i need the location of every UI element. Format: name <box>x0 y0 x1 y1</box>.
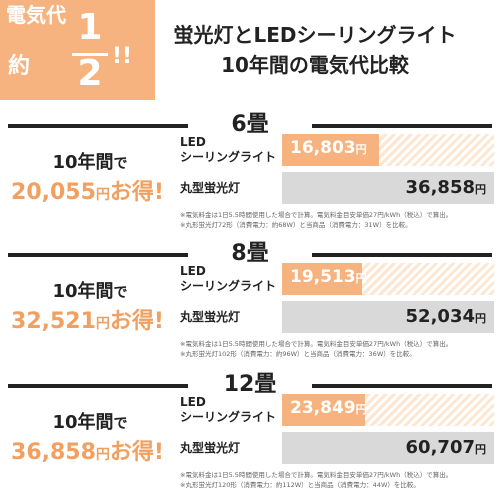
led-bar: 19,513円 <box>282 263 494 295</box>
fraction-numerator: 1 <box>77 7 103 48</box>
savings-amount: 20,055円お得! <box>11 180 164 205</box>
section-8jo: 8畳 10年間で 32,521円お得! LED シーリングライト 19,513円 … <box>0 241 500 366</box>
footnotes: ※電気料金は1日5.5時間使用した場合で計算。電気料金目安単価27円/kWh（税… <box>180 339 495 359</box>
fraction-bar <box>72 53 108 56</box>
fluorescent-label: 丸型蛍光灯 <box>180 181 241 195</box>
divider-left <box>8 253 188 257</box>
fluorescent-row: 丸型蛍光灯 52,034円 <box>176 299 494 335</box>
footnote-1: ※電気料金は1日5.5時間使用した場合で計算。電気料金目安単価27円/kWh（税… <box>180 471 453 479</box>
savings-callout: 10年間で 36,858円お得! <box>0 408 175 488</box>
divider-right <box>312 384 492 388</box>
savings-period: 10年間で <box>52 281 128 302</box>
led-cost: 16,803円 <box>290 138 367 158</box>
led-cost: 19,513円 <box>290 267 367 287</box>
footnote-1: ※電気料金は1日5.5時間使用した場合で計算。電気料金目安単価27円/kWh（税… <box>180 211 453 219</box>
fluorescent-cost: 52,034円 <box>405 306 486 327</box>
savings-period: 10年間で <box>52 152 128 173</box>
divider-left <box>8 124 188 128</box>
header: 電気代 約 1 2 !! 蛍光灯とLEDシーリングライト 10年間の電気代比較 <box>0 0 500 100</box>
section-title: 12畳 <box>223 372 277 397</box>
section-header: 6畳 <box>0 112 500 138</box>
led-label: LED シーリングライト <box>180 264 277 293</box>
led-bar: 16,803円 <box>282 134 494 166</box>
footnotes: ※電気料金は1日5.5時間使用した場合で計算。電気料金目安単価27円/kWh（税… <box>180 210 495 230</box>
fluorescent-label: 丸型蛍光灯 <box>180 441 241 455</box>
section-header: 8畳 <box>0 241 500 267</box>
section-title: 8畳 <box>231 241 269 266</box>
led-bar-fill <box>282 394 366 426</box>
led-cost: 23,849円 <box>290 398 367 418</box>
led-bar-fill <box>282 134 379 166</box>
led-bar: 23,849円 <box>282 394 494 426</box>
led-row: LED シーリングライト 23,849円 <box>176 392 494 428</box>
savings-badge: 電気代 約 1 2 !! <box>0 0 155 100</box>
savings-period: 10年間で <box>52 412 128 433</box>
fluorescent-bar: 52,034円 <box>282 301 494 333</box>
fluorescent-bar: 60,707円 <box>282 432 494 464</box>
fraction: 1 2 <box>70 8 110 94</box>
badge-exclamation: !! <box>112 44 133 69</box>
footnote-2: ※丸形蛍光灯120形（消費電力：約112W）と当商品（消費電力：44W）を比較。 <box>180 481 420 489</box>
title-line-2: 10年間の電気代比較 <box>221 53 409 77</box>
divider-left <box>8 384 188 388</box>
divider-right <box>312 124 492 128</box>
divider-right <box>312 253 492 257</box>
led-label: LED シーリングライト <box>180 395 277 424</box>
led-bar-fill <box>282 263 362 295</box>
fluorescent-label: 丸型蛍光灯 <box>180 310 241 324</box>
section-6jo: 6畳 10年間で 20,055円お得! LED シーリングライト 16,803円 … <box>0 112 500 237</box>
fluorescent-cost: 36,858円 <box>405 177 486 198</box>
section-title: 6畳 <box>231 112 269 137</box>
section-12jo: 12畳 10年間で 36,858円お得! LED シーリングライト 23,849円… <box>0 372 500 497</box>
fluorescent-row: 丸型蛍光灯 60,707円 <box>176 430 494 466</box>
footnotes: ※電気料金は1日5.5時間使用した場合で計算。電気料金目安単価27円/kWh（税… <box>180 470 495 490</box>
savings-callout: 10年間で 20,055円お得! <box>0 148 175 228</box>
led-row: LED シーリングライト 19,513円 <box>176 261 494 297</box>
led-label: LED シーリングライト <box>180 135 277 164</box>
footnote-2: ※丸形蛍光灯72形（消費電力：約68W）と当商品（消費電力：31W）を比較。 <box>180 221 412 229</box>
fluorescent-cost: 60,707円 <box>405 437 486 458</box>
savings-callout: 10年間で 32,521円お得! <box>0 277 175 357</box>
section-header: 12畳 <box>0 372 500 398</box>
led-row: LED シーリングライト 16,803円 <box>176 132 494 168</box>
footnote-2: ※丸形蛍光灯102形（消費電力：約96W）と当商品（消費電力：36W）を比較。 <box>180 350 416 358</box>
fluorescent-row: 丸型蛍光灯 36,858円 <box>176 170 494 206</box>
page-title: 蛍光灯とLEDシーリングライト 10年間の電気代比較 <box>160 20 470 82</box>
savings-amount: 36,858円お得! <box>11 440 164 465</box>
badge-approx-label: 約 <box>8 54 31 79</box>
savings-amount: 32,521円お得! <box>11 309 164 334</box>
badge-electricity-label: 電気代 <box>6 3 66 27</box>
footnote-1: ※電気料金は1日5.5時間使用した場合で計算。電気料金目安単価27円/kWh（税… <box>180 340 453 348</box>
fraction-denominator: 2 <box>77 53 103 94</box>
fluorescent-bar: 36,858円 <box>282 172 494 204</box>
title-line-1: 蛍光灯とLEDシーリングライト <box>173 23 457 47</box>
